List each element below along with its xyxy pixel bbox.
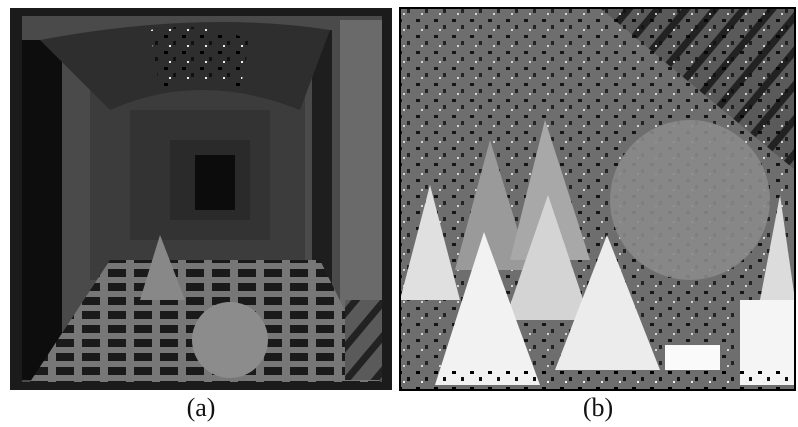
panel-a-image bbox=[10, 8, 392, 390]
figure: (a) (b) bbox=[0, 0, 798, 427]
caption: (a) bbox=[187, 393, 216, 422]
panel-b-image bbox=[400, 8, 795, 390]
caption: (b) bbox=[583, 393, 613, 422]
